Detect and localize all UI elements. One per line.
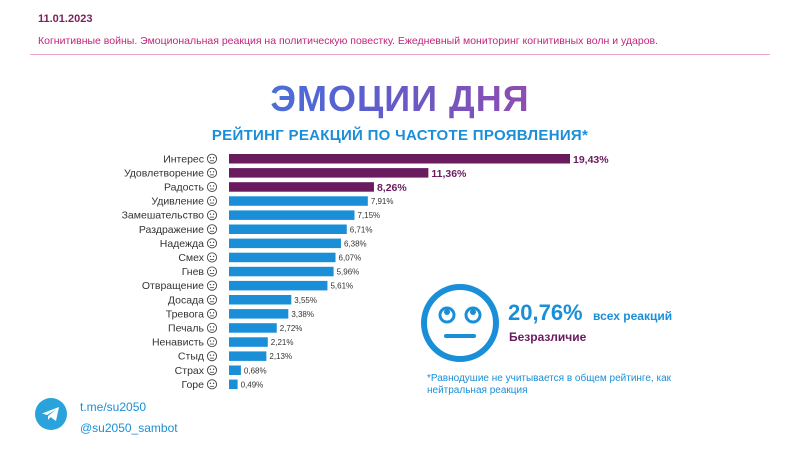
telegram-link[interactable]: t.me/su2050 <box>80 400 147 414</box>
header-divider <box>30 54 770 55</box>
value-label: 2,13% <box>269 352 292 361</box>
bar <box>229 238 341 249</box>
category-label: Смех <box>178 252 204 264</box>
value-label: 6,07% <box>339 253 362 262</box>
bar <box>229 351 267 361</box>
emotion-face-icon <box>206 379 218 390</box>
emotion-face-icon <box>206 210 218 221</box>
bar <box>229 280 328 291</box>
chart-title: РЕЙТИНГ РЕАКЦИЙ ПО ЧАСТОТЕ ПРОЯВЛЕНИЯ* <box>211 127 589 144</box>
emotion-face-icon <box>206 266 218 277</box>
category-label: Надежда <box>160 238 204 250</box>
value-label: 2,21% <box>271 338 294 347</box>
emotion-face-icon <box>206 336 218 348</box>
bar <box>229 196 368 206</box>
page-title: ЭМОЦИИ ДНЯ <box>0 78 800 120</box>
value-label: 11,36% <box>431 168 467 180</box>
header-subtitle: Когнитивные войны. Эмоциональная реакция… <box>38 35 659 47</box>
category-label: Удивление <box>151 196 204 208</box>
category-label: Радость <box>164 181 205 193</box>
emotion-face-icon <box>206 181 218 193</box>
value-label: 6,71% <box>350 225 373 234</box>
value-label: 7,15% <box>357 211 380 220</box>
category-label: Ненависть <box>152 337 205 349</box>
bar <box>229 323 277 333</box>
bar <box>229 266 334 277</box>
value-label: 3,38% <box>291 310 314 319</box>
category-label: Удовлетворение <box>124 167 204 179</box>
category-label: Стыд <box>178 351 204 363</box>
emotion-face-icon <box>206 252 218 263</box>
category-label: Интерес <box>163 153 204 165</box>
bar <box>229 379 238 390</box>
emotion-face-icon <box>206 153 218 164</box>
category-label: Досада <box>168 294 204 306</box>
category-label: Горе <box>181 379 204 391</box>
category-label: Отвращение <box>142 280 204 292</box>
indifference-label: Безразличие <box>509 330 587 344</box>
emotion-face-icon <box>206 224 218 235</box>
date: 11.01.2023 <box>38 13 93 25</box>
value-label: 19,43% <box>573 154 609 166</box>
bar <box>229 337 268 347</box>
bar <box>229 224 347 234</box>
indifference-suffix: всех реакций <box>593 309 673 323</box>
emotion-face-icon <box>206 238 218 249</box>
category-label: Печаль <box>168 322 204 334</box>
value-label: 8,26% <box>377 182 407 194</box>
emotion-face-icon <box>206 351 218 362</box>
value-label: 0,49% <box>241 380 264 389</box>
indifference-percent: 20,76% <box>508 300 583 325</box>
bar <box>229 154 570 164</box>
bar <box>229 295 292 305</box>
value-label: 5,61% <box>330 282 353 291</box>
value-label: 7,91% <box>371 197 394 206</box>
bar <box>229 252 336 263</box>
category-label: Страх <box>175 365 205 377</box>
emotion-face-icon <box>206 167 218 178</box>
bar <box>229 210 355 220</box>
category-label: Замешательство <box>122 210 205 222</box>
telegram-bot[interactable]: @su2050_sambot <box>80 421 178 435</box>
emotion-bar-chart: Интерес 19,43% Удовлетворение 11,36% Радость… <box>122 153 610 391</box>
category-label: Тревога <box>166 308 204 320</box>
emotion-face-icon <box>206 365 218 376</box>
emotion-face-icon <box>206 280 218 291</box>
bar <box>229 309 289 319</box>
emotion-face-icon <box>206 308 218 319</box>
bar <box>229 365 241 375</box>
footnote: *Равнодушие не учитывается в общем рейти… <box>427 373 672 396</box>
value-label: 2,72% <box>280 324 303 333</box>
value-label: 0,68% <box>244 366 267 375</box>
bar <box>229 182 374 192</box>
emotion-face-icon <box>206 322 218 333</box>
telegram-icon[interactable] <box>35 398 67 430</box>
category-label: Раздражение <box>139 224 204 236</box>
value-label: 6,38% <box>344 239 367 248</box>
bar <box>229 168 429 178</box>
value-label: 5,96% <box>337 268 360 277</box>
neutral-face-icon <box>421 284 499 362</box>
category-label: Гнев <box>182 266 205 278</box>
emotion-face-icon <box>206 294 218 305</box>
value-label: 3,55% <box>294 296 317 305</box>
emotion-face-icon <box>206 196 218 207</box>
